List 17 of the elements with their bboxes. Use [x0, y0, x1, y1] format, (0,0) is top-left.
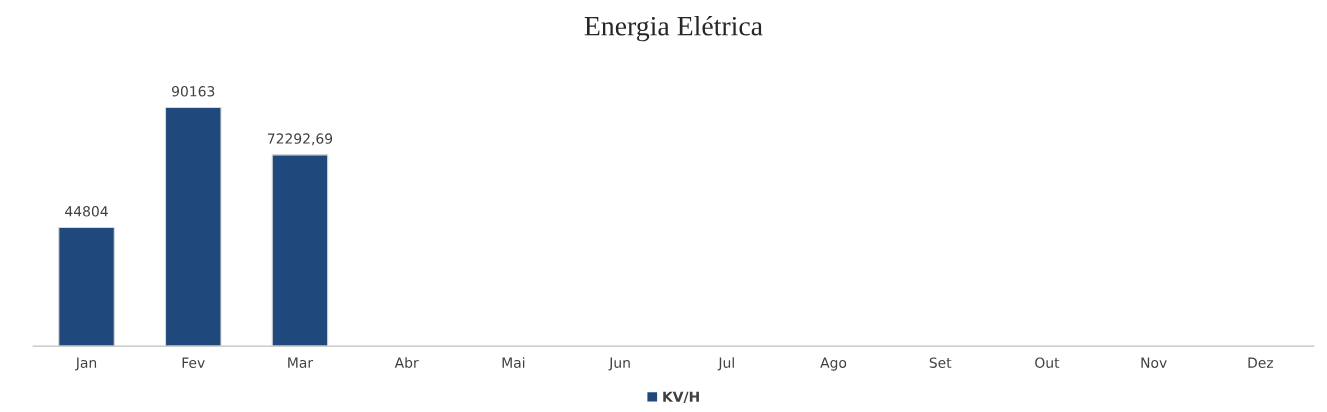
data-label: 72292,69	[267, 133, 333, 146]
chart-title: Energia Elétrica	[584, 15, 763, 42]
x-tick-label: Mai	[502, 357, 525, 368]
legend-label: KV/H	[663, 391, 699, 404]
x-tick-label: Abr	[394, 357, 419, 368]
x-tick-label: Dez	[1248, 357, 1274, 368]
x-tick-label: Mar	[288, 357, 314, 368]
data-label: 44804	[65, 206, 108, 217]
x-tick-label: Jun	[608, 357, 630, 371]
data-label: 90163	[172, 86, 215, 97]
x-tick-label: Set	[929, 357, 952, 368]
x-tick-label: Nov	[1141, 357, 1167, 368]
x-tick-label: Jul	[717, 357, 734, 371]
x-tick-label: Out	[1035, 357, 1060, 368]
x-tick-label: Jan	[75, 357, 97, 371]
x-tick-label: Fev	[182, 357, 205, 368]
x-tick-label: Ago	[820, 357, 847, 371]
